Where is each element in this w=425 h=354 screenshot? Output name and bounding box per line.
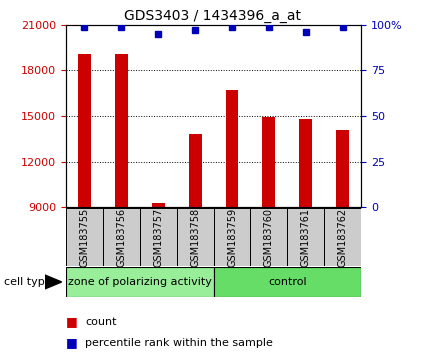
Text: GSM183755: GSM183755	[79, 207, 89, 267]
Text: GSM183757: GSM183757	[153, 207, 163, 267]
Bar	[299, 119, 312, 207]
Bar	[287, 208, 324, 266]
Text: GSM183761: GSM183761	[301, 207, 311, 267]
Text: GSM183762: GSM183762	[338, 207, 348, 267]
Bar	[152, 202, 164, 207]
Text: control: control	[268, 277, 307, 287]
Bar	[226, 90, 238, 207]
Text: cell type: cell type	[4, 277, 52, 287]
Bar	[189, 134, 201, 207]
Bar	[250, 208, 287, 266]
Text: count: count	[85, 317, 116, 327]
Text: GDS3403 / 1434396_a_at: GDS3403 / 1434396_a_at	[124, 9, 301, 23]
Polygon shape	[45, 275, 62, 289]
Text: GSM183760: GSM183760	[264, 207, 274, 267]
Bar	[66, 208, 103, 266]
Bar	[324, 208, 361, 266]
Bar	[103, 208, 140, 266]
Text: GSM183756: GSM183756	[116, 207, 126, 267]
Text: ■: ■	[66, 337, 78, 349]
Text: GSM183759: GSM183759	[227, 207, 237, 267]
Bar	[336, 130, 349, 207]
Bar	[115, 54, 128, 207]
Bar	[177, 208, 213, 266]
Bar	[213, 267, 361, 297]
Bar	[213, 208, 250, 266]
Bar	[140, 208, 177, 266]
Text: ■: ■	[66, 315, 78, 328]
Text: percentile rank within the sample: percentile rank within the sample	[85, 338, 273, 348]
Text: zone of polarizing activity: zone of polarizing activity	[68, 277, 212, 287]
Bar	[66, 267, 213, 297]
Bar	[78, 54, 91, 207]
Bar	[263, 118, 275, 207]
Text: GSM183758: GSM183758	[190, 207, 200, 267]
